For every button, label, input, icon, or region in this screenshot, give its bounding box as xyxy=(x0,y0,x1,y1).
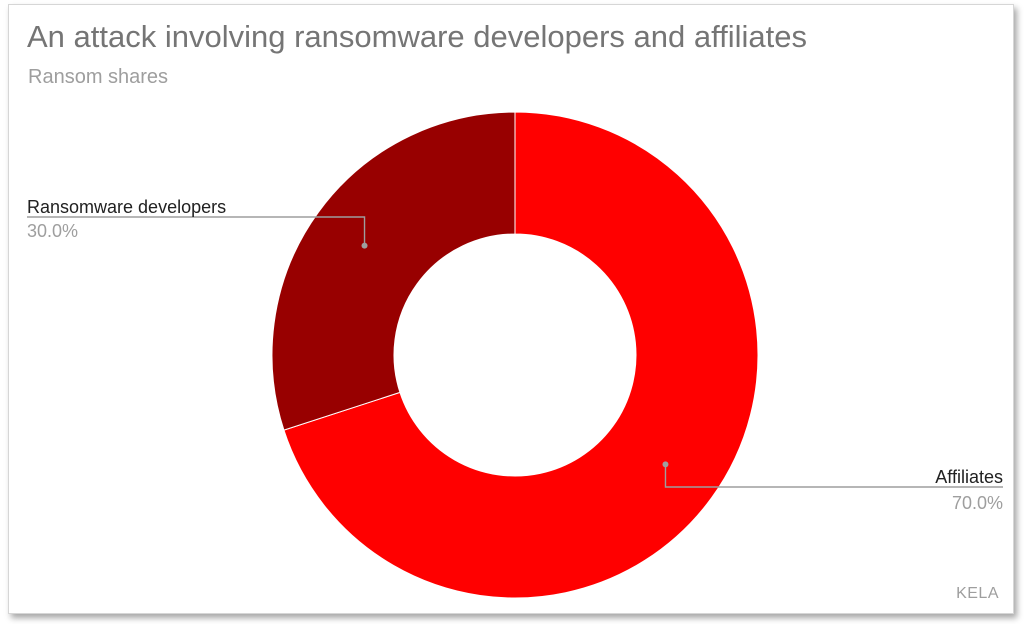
chart-card: An attack involving ransomware developer… xyxy=(8,4,1014,614)
leader-line-ransomware-developers xyxy=(27,216,366,246)
chart-title: An attack involving ransomware developer… xyxy=(27,19,808,54)
leader-dot-affiliates xyxy=(662,461,669,468)
data-label-affiliates: Affiliates xyxy=(935,467,1003,487)
slice-ransomware-developers xyxy=(271,111,516,431)
data-value-affiliates: 70.0% xyxy=(952,493,1003,513)
leader-dot-ransomware-developers xyxy=(361,242,368,249)
chart-subtitle: Ransom shares xyxy=(28,66,169,88)
leader-line-affiliates xyxy=(664,464,1003,488)
kela-watermark: KELA xyxy=(956,585,999,602)
donut-chart: Affiliates 70.0% Ransomware developers 30.0… xyxy=(27,111,1003,599)
data-value-ransomware-developers: 30.0% xyxy=(27,221,78,241)
slice-affiliates xyxy=(283,111,759,599)
data-label-ransomware-developers: Ransomware developers xyxy=(27,197,226,217)
